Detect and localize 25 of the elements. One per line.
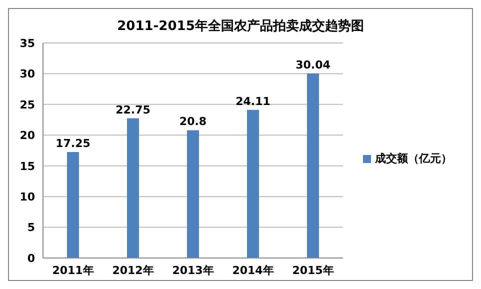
x-tick-label: 2011年 — [52, 264, 94, 277]
data-label: 30.04 — [296, 58, 331, 72]
x-tick-label: 2013年 — [172, 264, 214, 277]
y-tick-label: 5 — [27, 221, 35, 234]
y-tick-label: 15 — [20, 160, 35, 173]
legend-label: 成交额（亿元） — [375, 152, 452, 165]
y-tick-label: 0 — [27, 252, 36, 265]
data-label: 22.75 — [116, 103, 150, 116]
y-tick-label: 35 — [20, 36, 35, 50]
bar — [247, 110, 259, 258]
chart-title: 2011-2015年全国农产品拍卖成交趋势图 — [116, 18, 365, 36]
y-tick-label: 30 — [20, 68, 36, 81]
data-label: 17.25 — [56, 137, 90, 150]
bar — [187, 130, 199, 258]
y-tick-label: 10 — [20, 190, 36, 204]
y-tick-label: 25 — [20, 98, 35, 112]
y-tick-label: 20 — [20, 129, 36, 142]
bar — [127, 118, 139, 258]
data-label: 20.8 — [179, 115, 207, 128]
bar — [307, 73, 319, 258]
x-tick-label: 2014年 — [232, 264, 274, 277]
x-tick-label: 2015年 — [292, 264, 334, 277]
data-label: 24.11 — [236, 94, 270, 108]
bar — [67, 152, 79, 258]
x-tick-label: 2012年 — [112, 264, 154, 277]
